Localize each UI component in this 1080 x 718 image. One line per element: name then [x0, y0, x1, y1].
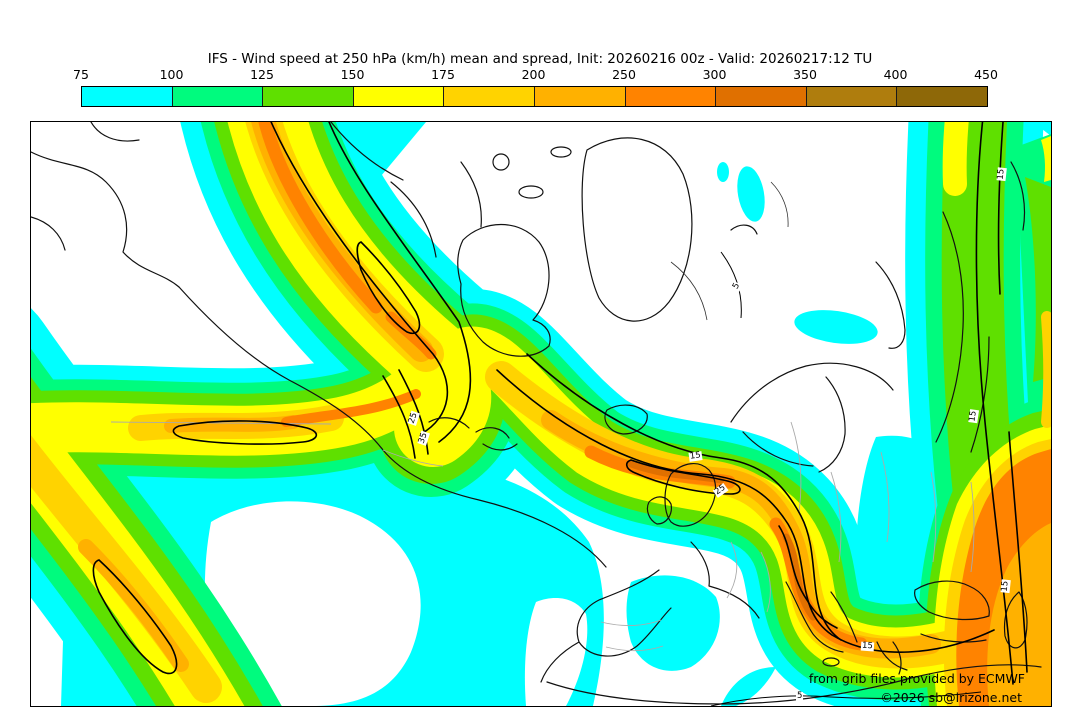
contour-label: 15	[995, 167, 1007, 182]
colorbar-segment	[534, 87, 626, 106]
colorbar-ticks: 75 100 125 150 175 200 250 300 350 400 450	[0, 67, 1080, 82]
colorbar-tick: 350	[793, 67, 817, 82]
colorbar-bar	[81, 86, 988, 107]
colorbar-tick: 75	[73, 67, 89, 82]
attribution-copyright: ©2026 sb@irizone.net	[880, 690, 1022, 705]
colorbar-tick: 300	[702, 67, 727, 82]
colorbar-tick: 175	[431, 67, 455, 82]
colorbar-segment	[806, 87, 898, 106]
colorbar-segment	[172, 87, 264, 106]
colorbar-tick: 450	[974, 67, 998, 82]
colorbar-tick: 150	[340, 67, 365, 82]
map-frame: 15 25 15 15 15 15 25 35 5 5 from grib fi…	[30, 121, 1052, 707]
colorbar-tick: 100	[159, 67, 184, 82]
contour-label: 15	[999, 579, 1011, 594]
coastline-layer	[31, 122, 1042, 705]
colorbar-segment	[897, 87, 987, 106]
colorbar-segment	[444, 87, 535, 106]
colorbar-segment	[82, 87, 173, 106]
contour-label: 15	[860, 640, 875, 652]
contour-label: 15	[688, 450, 703, 462]
colorbar-segment	[625, 87, 717, 106]
contour-label: 15	[967, 409, 979, 424]
colorbar-segment	[263, 87, 354, 106]
colorbar-tick: 125	[250, 67, 274, 82]
colorbar-tick: 250	[612, 67, 636, 82]
contour-label: 5	[796, 691, 804, 701]
colorbar-segment	[716, 87, 807, 106]
border-layer	[110, 421, 975, 652]
colorbar-tick: 400	[883, 67, 908, 82]
weather-map-svg	[31, 122, 1051, 706]
colorbar-segment	[353, 87, 445, 106]
attribution-source: from grib files provided by ECMWF	[808, 671, 1025, 686]
wind-speed-fill-layer	[31, 122, 1051, 706]
page-title: IFS - Wind speed at 250 hPa (km/h) mean …	[207, 51, 873, 67]
spread-contour-layer	[92, 122, 1028, 706]
colorbar-tick: 200	[521, 67, 546, 82]
